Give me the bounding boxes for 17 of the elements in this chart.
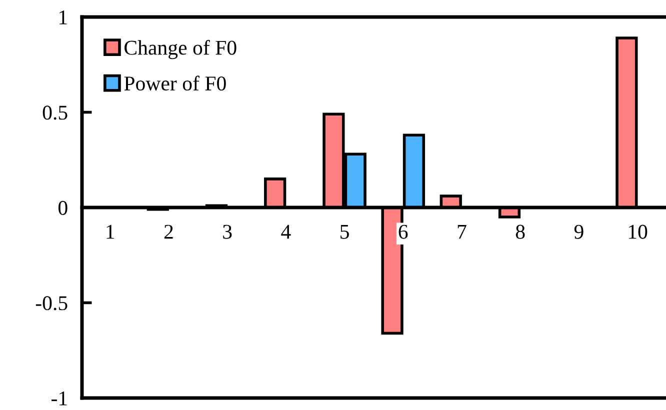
x-tick-label: 7 <box>458 224 466 239</box>
y-tick-label: 1 <box>60 10 67 24</box>
x-tick-label: 10 <box>628 224 648 239</box>
x-tick-label: 8 <box>516 224 525 239</box>
y-tick-label: 0.5 <box>42 106 68 120</box>
legend-label: Power of F0 <box>124 76 226 91</box>
x-tick-label: 1 <box>106 224 114 239</box>
x-tick-label: 5 <box>340 224 349 239</box>
x-tick-label: 2 <box>164 224 173 239</box>
y-tick-label: 0 <box>58 200 68 215</box>
y-tick-label: -0.5 <box>36 296 68 310</box>
legend-label: Change of F0 <box>124 40 236 60</box>
y-tick-label: -1 <box>52 391 67 406</box>
x-tick-label: 9 <box>574 224 584 239</box>
x-tick-label: 6 <box>398 224 408 239</box>
x-tick-label: 4 <box>281 224 291 239</box>
x-tick-label: 3 <box>223 224 232 239</box>
